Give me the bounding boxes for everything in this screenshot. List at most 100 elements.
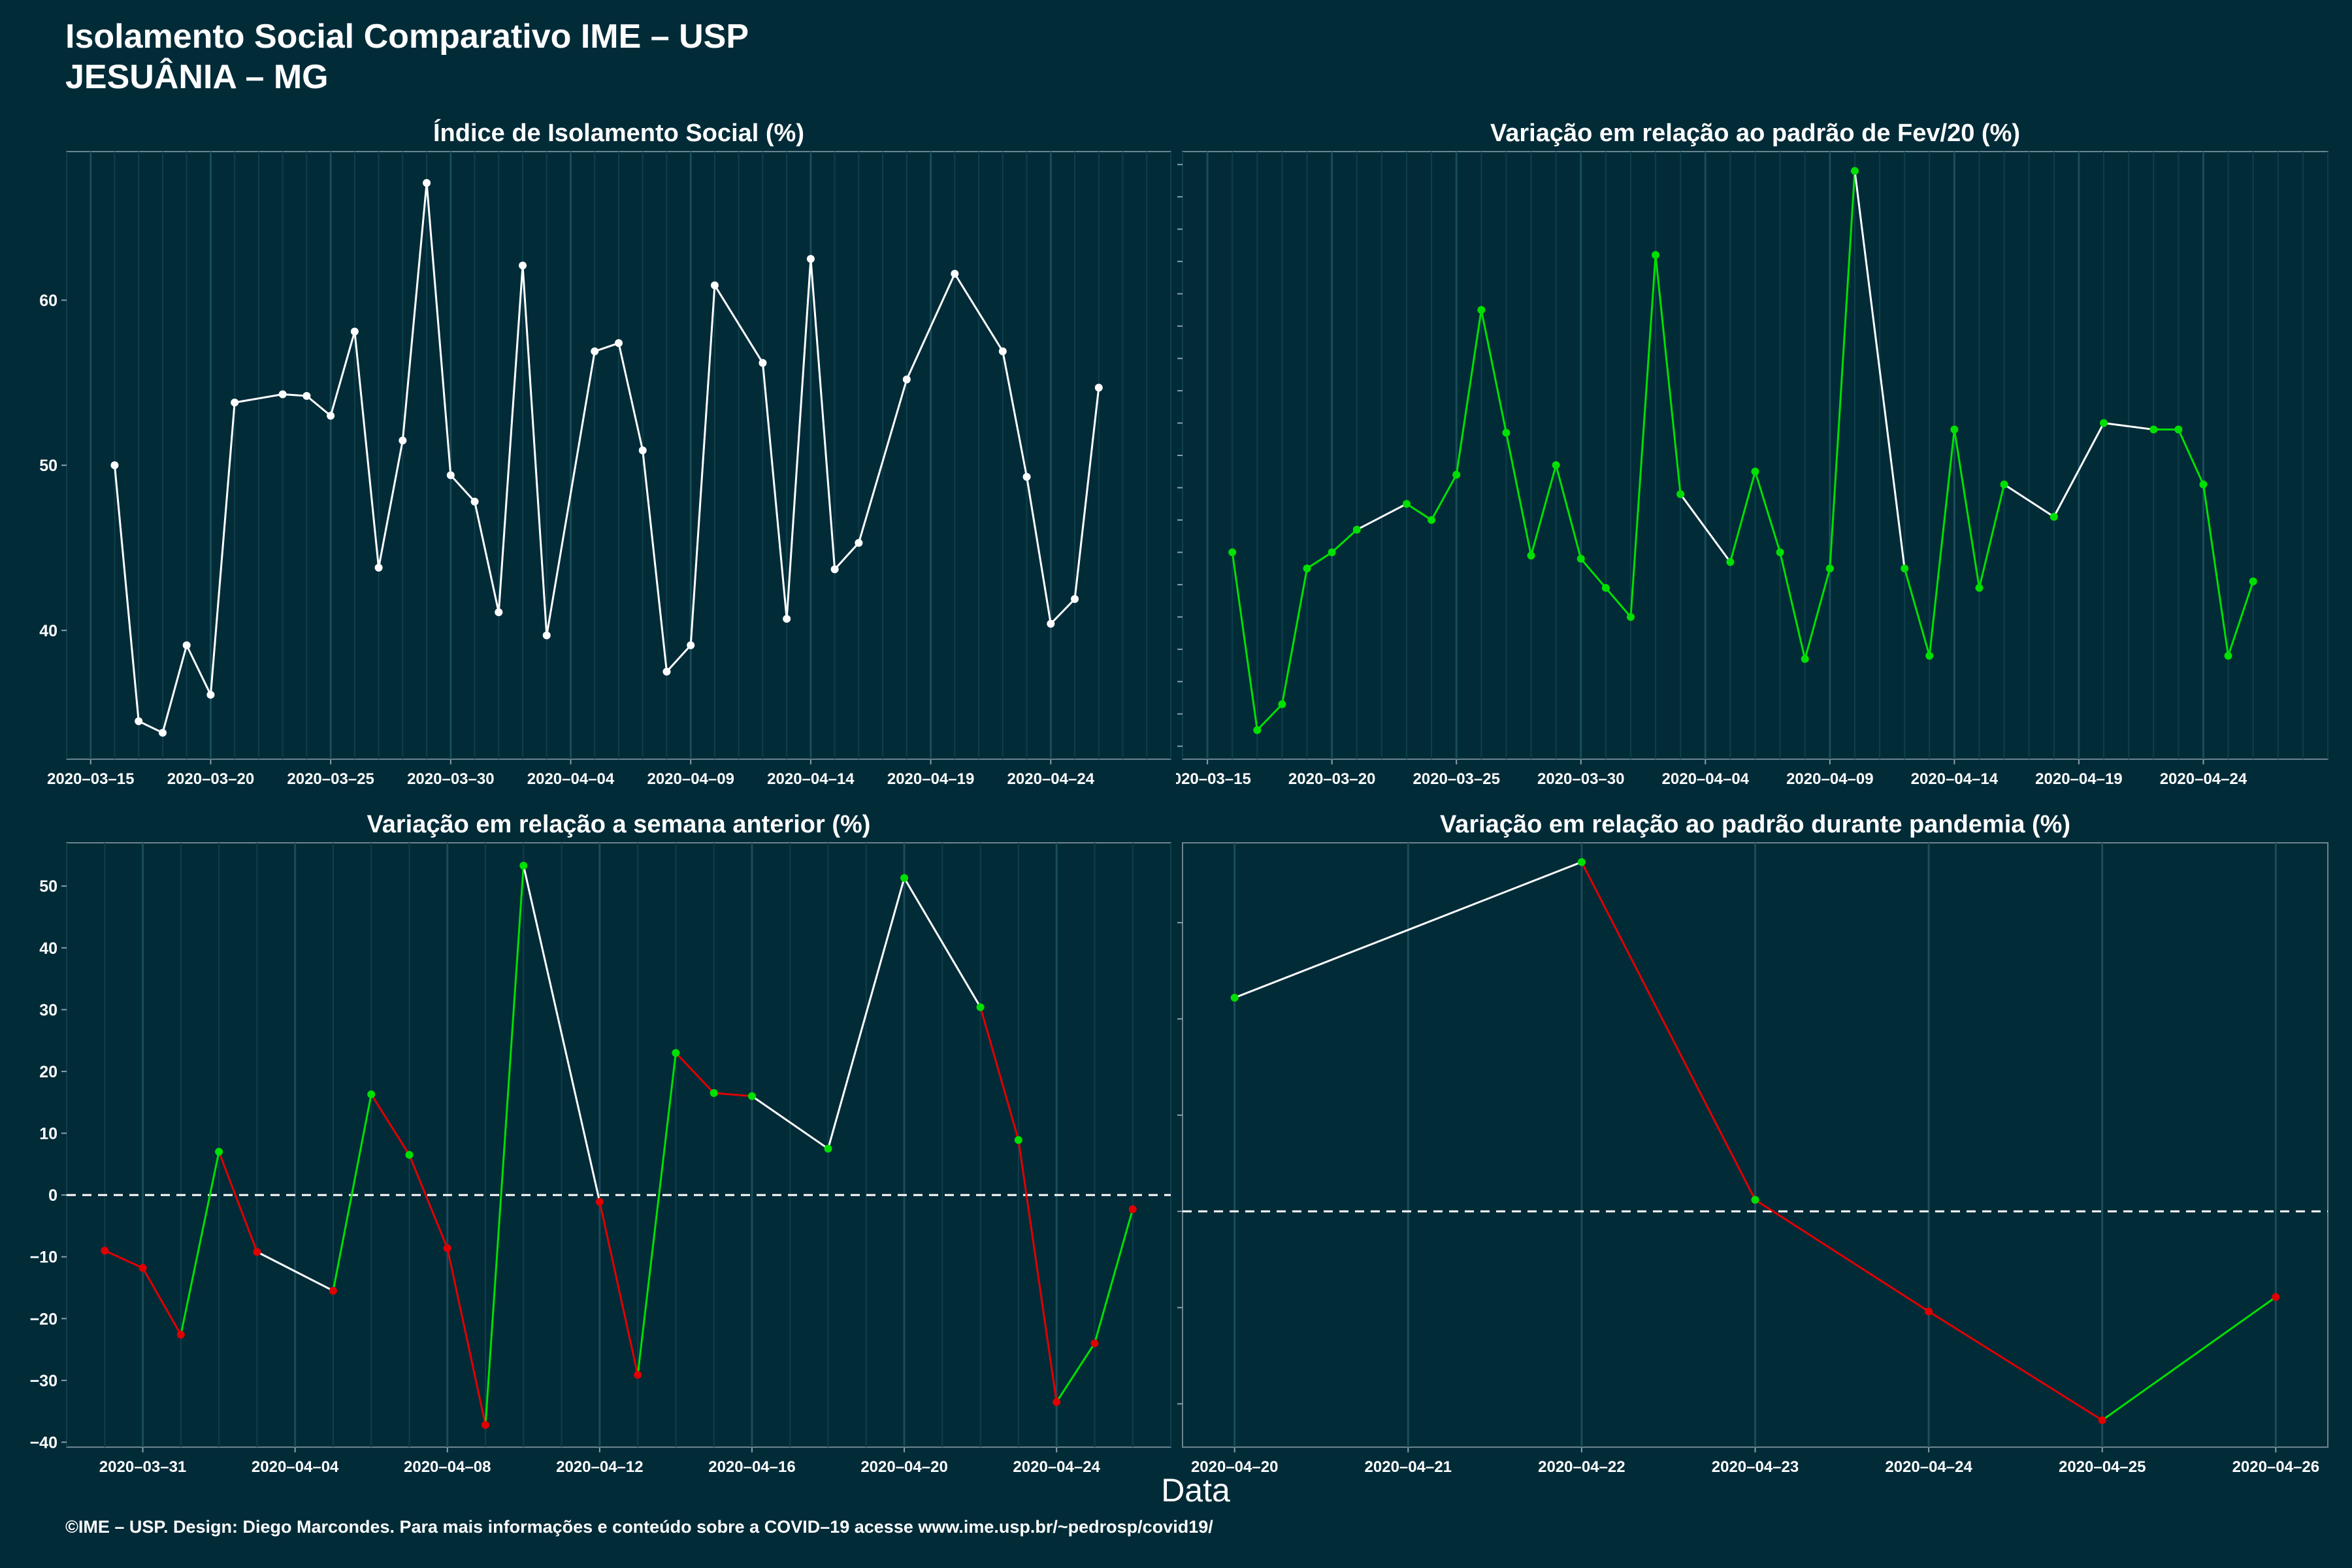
data-point (1014, 1135, 1022, 1144)
x-tick-label: 2020–04–14 (1911, 770, 1999, 788)
data-point (1128, 1205, 1137, 1213)
series-segment (1231, 552, 1258, 730)
data-point (374, 563, 383, 572)
series-segment (104, 1249, 144, 1269)
data-point (443, 1244, 451, 1252)
series-segment (497, 265, 524, 613)
data-point (1071, 595, 1079, 603)
chart-isolamento: Índice de Isolamento Social (%) 2020–03–1… (39, 118, 1171, 788)
data-point (998, 347, 1007, 355)
series-segment (353, 331, 380, 568)
series-segment (1455, 310, 1482, 475)
series-segment (474, 501, 500, 613)
series-segment (594, 342, 619, 353)
series-segment (1928, 429, 1955, 656)
x-tick-label: 2020–04–23 (1712, 1458, 1799, 1476)
y-tick-label: 50 (39, 457, 57, 475)
series-segment (1026, 476, 1052, 625)
data-point (399, 436, 407, 445)
series-segment (425, 182, 452, 476)
series-segment (138, 720, 163, 734)
data-point (806, 255, 815, 263)
series-segment (1679, 493, 1731, 563)
series-segment (713, 1092, 753, 1098)
data-point (206, 691, 215, 699)
series-segment (675, 1052, 715, 1094)
x-tick-label: 2020–04–24 (2160, 770, 2247, 788)
x-tick-label: 2020–04–19 (2035, 770, 2122, 788)
series-segment (1754, 1199, 1929, 1313)
series-segment (378, 440, 404, 568)
x-tick-label: 2020–04–04 (527, 770, 615, 788)
data-point (1230, 994, 1239, 1002)
data-point (2199, 480, 2208, 489)
series-segment (906, 273, 956, 380)
series-segment (666, 644, 692, 673)
data-point (350, 327, 359, 336)
y-tick-label: −30 (30, 1372, 57, 1390)
chart-title: Variação em relação ao padrão durante pa… (1440, 811, 2070, 838)
series-segment (1629, 255, 1657, 617)
series-segment (282, 393, 307, 397)
data-point (215, 1147, 223, 1156)
page-subtitle: JESUÂNIA – MG (65, 58, 329, 96)
data-point (1925, 1307, 1933, 1316)
series-segment (809, 259, 836, 570)
series-segment (1055, 1343, 1096, 1403)
data-point (783, 615, 791, 623)
series-segment (401, 182, 428, 441)
data-point (900, 874, 909, 882)
data-point (158, 728, 167, 737)
data-point (759, 359, 767, 367)
series-segment (370, 1094, 410, 1156)
series-segment (2177, 429, 2204, 485)
data-point (110, 461, 119, 470)
x-tick-label: 2020–04–26 (2232, 1458, 2319, 1476)
series-segment (522, 865, 601, 1202)
chart-title: Índice de Isolamento Social (%) (433, 118, 804, 147)
data-point (1576, 555, 1585, 563)
series-segment (408, 1154, 449, 1249)
data-point (710, 281, 719, 289)
data-point (1652, 251, 1660, 259)
series-segment (1094, 1209, 1134, 1344)
data-point (2050, 512, 2058, 521)
series-segment (689, 285, 716, 645)
data-point (182, 641, 191, 649)
data-point (1402, 500, 1411, 508)
series-segment (713, 284, 764, 364)
x-tick-label: 2020–04–20 (1191, 1458, 1278, 1476)
series-segment (1234, 861, 1582, 999)
series-segment (1406, 502, 1432, 521)
data-point (101, 1247, 109, 1255)
data-point (1352, 525, 1361, 534)
page-title: Isolamento Social Comparativo IME – USP (65, 18, 749, 56)
series-segment (1779, 552, 1806, 659)
series-segment (903, 877, 981, 1008)
data-point (2149, 425, 2158, 434)
series-segment (785, 259, 812, 619)
series-segment (1953, 429, 1980, 589)
x-tick-label: 2020–03–31 (99, 1458, 186, 1476)
series-segment (2101, 1296, 2277, 1421)
x-tick-label: 2020–03–30 (407, 770, 494, 788)
x-tick-label: 2020–04–09 (647, 770, 734, 788)
data-point (1303, 564, 1311, 573)
series-segment (234, 393, 283, 404)
chart-title: Variação em relação a semana anterior (%… (367, 811, 871, 838)
data-point (139, 1264, 147, 1272)
data-point (951, 270, 959, 278)
data-point (830, 565, 839, 574)
data-point (1626, 613, 1635, 621)
series-segment (827, 877, 906, 1149)
data-point (1328, 548, 1336, 557)
data-point (634, 1371, 642, 1379)
x-tick-label: 2020–04–09 (1786, 770, 1873, 788)
series-segment (1002, 351, 1028, 478)
data-point (542, 631, 551, 640)
data-point (278, 390, 287, 399)
series-segment (834, 542, 860, 570)
data-point (1850, 167, 1859, 175)
y-tick-label: 10 (39, 1125, 57, 1143)
series-segment (751, 1095, 829, 1150)
